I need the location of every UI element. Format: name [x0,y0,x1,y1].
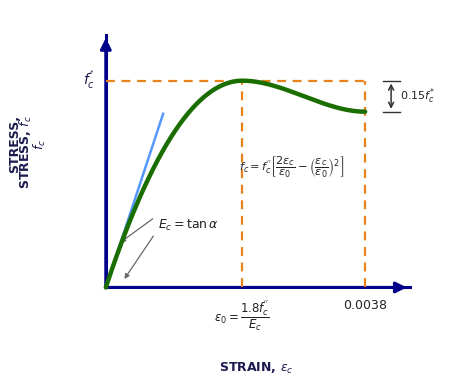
Text: $f_c^{''}$: $f_c^{''}$ [83,70,96,92]
Text: STRESS,: STRESS, [8,116,21,173]
Text: $f_c$: $f_c$ [32,139,48,150]
Text: $E_c = \tan\alpha$: $E_c = \tan\alpha$ [158,218,219,233]
Text: $0.15f_c^{*}$: $0.15f_c^{*}$ [400,86,435,106]
Text: $f_c = f_c^{''} \left[\dfrac{2\varepsilon_c}{\varepsilon_0} - \left(\dfrac{\vare: $f_c = f_c^{''} \left[\dfrac{2\varepsilo… [239,155,344,180]
Text: STRAIN, $\varepsilon_c$: STRAIN, $\varepsilon_c$ [219,361,293,376]
Text: STRESS, $f_c$: STRESS, $f_c$ [18,115,34,189]
Text: $\varepsilon_0 = \dfrac{1.8f_c^{''}}{E_c}$: $\varepsilon_0 = \dfrac{1.8f_c^{''}}{E_c… [214,299,270,333]
Text: $0.0038$: $0.0038$ [343,299,388,312]
